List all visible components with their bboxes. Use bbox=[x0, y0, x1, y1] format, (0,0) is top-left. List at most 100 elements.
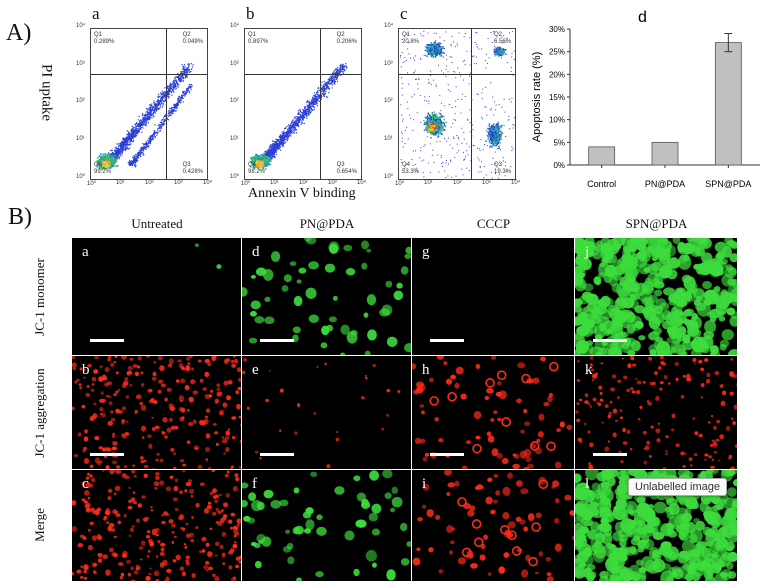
cell-signals bbox=[412, 356, 573, 469]
y-tick-label: 10¹ bbox=[384, 135, 393, 142]
y-tick-label: 10¹ bbox=[230, 135, 239, 142]
micrograph-f: f bbox=[242, 470, 411, 581]
apoptosis-bar-chart: d 0% 5% 10% 15% 20% 25% 30% Control PN@PDA SPN@PDA… bbox=[531, 9, 760, 189]
quadrant-q1: Q1 0.289% bbox=[94, 32, 115, 45]
y-tick-label: 10¹ bbox=[76, 135, 85, 142]
micrograph-k: k bbox=[575, 356, 737, 469]
x-tick-label: PN@PDA bbox=[645, 179, 685, 189]
flow-panel-letter: a bbox=[92, 4, 100, 23]
bar-control bbox=[588, 146, 616, 166]
chart-title: d bbox=[638, 9, 647, 26]
micrograph-a: a bbox=[72, 238, 241, 355]
y-tick-label: 10⁰ bbox=[230, 174, 240, 180]
y-tick-label: 10⁴ bbox=[384, 23, 394, 29]
scale-bar bbox=[90, 339, 124, 342]
x-tick-label: SPN@PDA bbox=[705, 179, 751, 189]
y-tick-label: 5% bbox=[553, 138, 565, 147]
micrograph-b: b bbox=[72, 356, 241, 469]
quadrant-q2: Q2 0.049% bbox=[182, 32, 203, 45]
column-title: PN@PDA bbox=[299, 216, 355, 231]
quadrant-q2: Q2 0.206% bbox=[336, 32, 357, 45]
quadrant-q3: Q3 0.428% bbox=[182, 162, 203, 175]
y-tick-label: 10² bbox=[384, 98, 393, 104]
panel-letter: j bbox=[585, 244, 590, 260]
x-tick-label: 10¹ bbox=[270, 180, 279, 186]
y-tick-label: 10⁴ bbox=[76, 23, 86, 29]
panel-letter: d bbox=[252, 244, 260, 260]
cell-signals bbox=[412, 470, 574, 581]
quadrant-q3: Q3 19.3% bbox=[493, 162, 511, 175]
quadrant-horizontal-line bbox=[245, 74, 361, 75]
y-tick-label: 20% bbox=[549, 70, 565, 79]
x-tick-label: 10¹ bbox=[424, 180, 433, 186]
cell-signals bbox=[242, 470, 411, 581]
y-tick-label: 0% bbox=[553, 161, 565, 170]
quadrant-vertical-line bbox=[471, 29, 472, 179]
cell-signals bbox=[575, 356, 737, 469]
row-title: Merge bbox=[32, 508, 47, 542]
cell-signals bbox=[575, 238, 737, 355]
flow-plot-b: Q1 0.897% Q2 0.206% Q3 0.654% Q4 98.2% bbox=[244, 28, 362, 180]
y-tick-label: 10⁰ bbox=[76, 174, 86, 180]
micrograph-g: g bbox=[412, 238, 574, 355]
y-axis-title: Apoptosis rate (%) bbox=[531, 52, 543, 142]
x-tick-label: 10² bbox=[299, 180, 308, 186]
cell-signals bbox=[412, 238, 574, 355]
y-tick-label: 10⁴ bbox=[230, 23, 240, 29]
y-tick-label: 30% bbox=[549, 25, 565, 34]
column-title: SPN@PDA bbox=[625, 216, 688, 231]
bar-spnpda bbox=[714, 42, 742, 166]
cell-signals bbox=[242, 357, 401, 469]
scale-bar bbox=[430, 453, 464, 456]
panel-letter: a bbox=[82, 244, 89, 260]
x-tick-label: 10⁴ bbox=[357, 180, 367, 186]
quadrant-vertical-line bbox=[166, 29, 167, 179]
panel-letter: i bbox=[422, 476, 427, 492]
x-tick-label: 10⁴ bbox=[203, 180, 213, 186]
panel-letter: k bbox=[585, 362, 593, 378]
x-tick-label: Control bbox=[587, 179, 616, 189]
x-tick-label: 10² bbox=[145, 180, 154, 186]
y-tick-label: 10% bbox=[549, 116, 565, 125]
panel-letter: b bbox=[82, 362, 90, 378]
y-tick-label: 10³ bbox=[230, 60, 239, 67]
panel-letter: l bbox=[585, 476, 590, 492]
micrograph-c: c bbox=[72, 470, 241, 581]
flow-scatter bbox=[400, 30, 515, 179]
quadrant-q1: Q1 0.897% bbox=[248, 32, 269, 45]
y-tick-label: 10³ bbox=[384, 60, 393, 67]
x-tick-label: 10⁰ bbox=[87, 181, 97, 187]
y-tick-label: 10² bbox=[230, 98, 239, 104]
x-tick-label: 10⁰ bbox=[395, 181, 405, 187]
scale-bar bbox=[260, 453, 294, 456]
cell-signals bbox=[242, 238, 411, 355]
row-title: JC-1 aggregation bbox=[32, 368, 47, 458]
scale-bar bbox=[90, 453, 124, 456]
row-title: JC-1 monomer bbox=[32, 258, 47, 336]
scale-bar bbox=[430, 339, 464, 342]
x-tick-label: 10¹ bbox=[116, 180, 125, 186]
y-tick-label: 10² bbox=[76, 98, 85, 104]
micrograph-j: j bbox=[575, 238, 737, 355]
column-title: CCCP bbox=[476, 216, 511, 231]
unlabelled-image-tooltip: Unlabelled image bbox=[628, 478, 727, 496]
flow-scatter bbox=[249, 63, 348, 171]
scale-bar bbox=[593, 453, 627, 456]
flow-plot-a: Q1 0.289% Q2 0.049% Q3 0.428% Q4 99.2% bbox=[90, 28, 208, 180]
section-a-label: A) bbox=[6, 20, 32, 46]
panel-letter: e bbox=[252, 362, 259, 378]
y-tick-label: 10⁰ bbox=[384, 174, 394, 180]
section-b-label: B) bbox=[8, 204, 32, 230]
quadrant-vertical-line bbox=[320, 29, 321, 179]
quadrant-q2: Q2 6.56% bbox=[493, 32, 511, 45]
cell-signals bbox=[72, 470, 241, 581]
x-tick-label: 10⁴ bbox=[511, 180, 521, 186]
micrograph-h: h bbox=[412, 356, 574, 469]
quadrant-horizontal-line bbox=[399, 74, 515, 75]
micrograph-i: i bbox=[412, 470, 574, 581]
y-axis-title-flow: PI uptake bbox=[38, 63, 55, 122]
micrograph-e: e bbox=[242, 356, 411, 469]
y-tick-label: 25% bbox=[549, 48, 565, 57]
quadrant-q1: Q1 20.8% bbox=[402, 32, 420, 45]
panel-letter: g bbox=[422, 244, 430, 260]
